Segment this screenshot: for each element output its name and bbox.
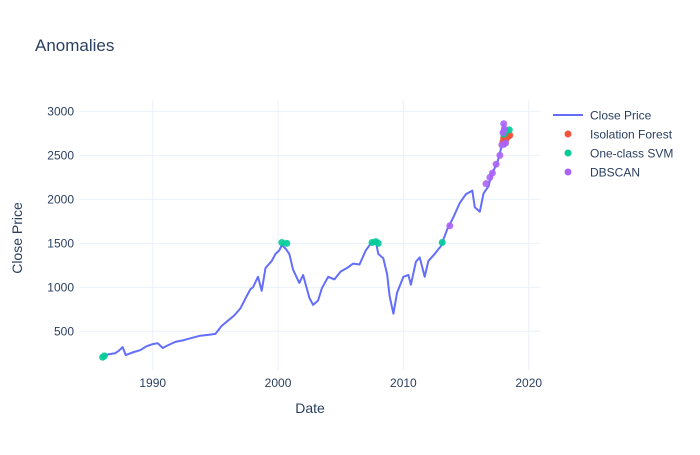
legend[interactable]: Close Price Isolation Forest One-class SVM… (553, 109, 673, 180)
chart-title: Anomalies (35, 36, 114, 55)
close-price-line (102, 123, 511, 358)
legend-item-close-price[interactable]: Close Price (590, 109, 652, 123)
legend-swatch-dbscan[interactable] (564, 168, 572, 176)
dbscan-marker (492, 160, 500, 168)
legend-item-one-class-svm[interactable]: One-class SVM (590, 147, 673, 161)
one-class-svm-marker (283, 239, 291, 247)
dbscan-marker (446, 222, 454, 230)
y-axis-label: Close Price (9, 202, 25, 274)
legend-item-dbscan[interactable]: DBSCAN (590, 166, 640, 180)
dbscan-marker (496, 151, 504, 159)
plot-area (99, 120, 514, 361)
dbscan-marker (488, 169, 496, 177)
y-tick-label: 2500 (47, 148, 74, 162)
y-tick-label: 1500 (47, 236, 74, 250)
y-tick-label: 1000 (47, 280, 74, 294)
dbscan-marker (500, 125, 508, 133)
x-tick-label: 2010 (390, 376, 417, 390)
x-tick-label: 2000 (265, 376, 292, 390)
legend-swatch-one-class-svm[interactable] (564, 149, 572, 157)
legend-item-isolation-forest[interactable]: Isolation Forest (590, 128, 673, 142)
x-tick-label: 2020 (515, 376, 542, 390)
dbscan-marker (500, 120, 508, 128)
y-tick-label: 2000 (47, 192, 74, 206)
one-class-svm-marker (438, 239, 446, 246)
one-class-svm-marker (100, 352, 108, 360)
y-tick-label: 3000 (47, 104, 74, 118)
dbscan-marker (502, 139, 509, 147)
one-class-svm-marker (374, 239, 382, 247)
legend-swatch-isolation-forest[interactable] (564, 130, 572, 138)
tick-labels: 1990 2000 2010 2020 500 1000 1500 2000 2500 3000 (47, 104, 542, 390)
y-tick-label: 500 (54, 324, 74, 338)
x-tick-label: 1990 (139, 376, 166, 390)
grid-lines (80, 100, 540, 370)
dbscan-marker (482, 180, 490, 188)
x-axis-label: Date (295, 400, 325, 416)
